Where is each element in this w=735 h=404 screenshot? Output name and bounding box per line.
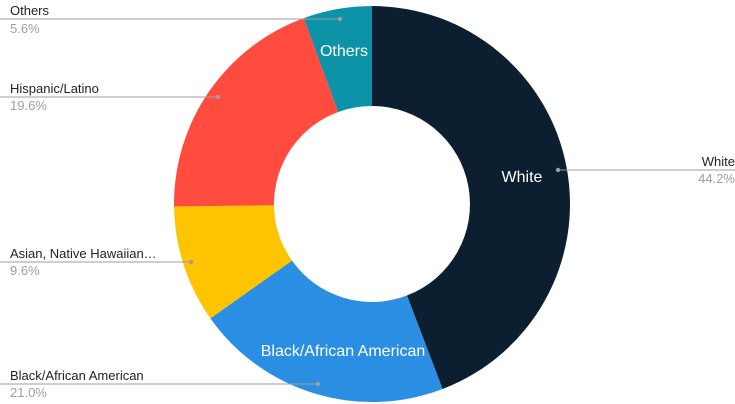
inner-label-others: Others xyxy=(320,43,368,60)
slice-black-african-american xyxy=(210,260,443,403)
slice-hispanic-latino xyxy=(174,18,339,207)
leader-dot-others xyxy=(337,16,343,22)
callout-label-others: Others xyxy=(10,3,50,18)
slice-others xyxy=(303,6,372,112)
inner-label-white: White xyxy=(502,169,543,186)
callout-label-black-african-american: Black/African American xyxy=(10,368,144,383)
callout-label-white: White xyxy=(702,154,735,169)
slice-asian-native-hawaiian xyxy=(174,205,292,319)
leader-dot-asian-native-hawaiian xyxy=(188,259,194,265)
leader-dot-white xyxy=(555,167,561,173)
callout-value-white: 44.2% xyxy=(698,171,735,186)
leader-dot-black-african-american xyxy=(315,381,321,387)
callout-value-others: 5.6% xyxy=(10,21,40,36)
leader-dot-hispanic-latino xyxy=(215,94,221,100)
callout-label-hispanic-latino: Hispanic/Latino xyxy=(10,81,99,96)
callout-value-hispanic-latino: 19.6% xyxy=(10,98,47,113)
inner-labels: White Black/African American Others xyxy=(261,43,543,360)
callout-value-black-african-american: 21.0% xyxy=(10,385,47,400)
callouts: White 44.2% Black/African American 21.0% Asi… xyxy=(0,3,735,400)
donut-slices xyxy=(174,6,571,403)
slice-white xyxy=(372,6,571,389)
callout-value-asian-native-hawaiian: 9.6% xyxy=(10,263,40,278)
callout-label-asian-native-hawaiian: Asian, Native Hawaiian… xyxy=(10,246,157,261)
inner-label-black-african-american: Black/African American xyxy=(261,343,426,360)
